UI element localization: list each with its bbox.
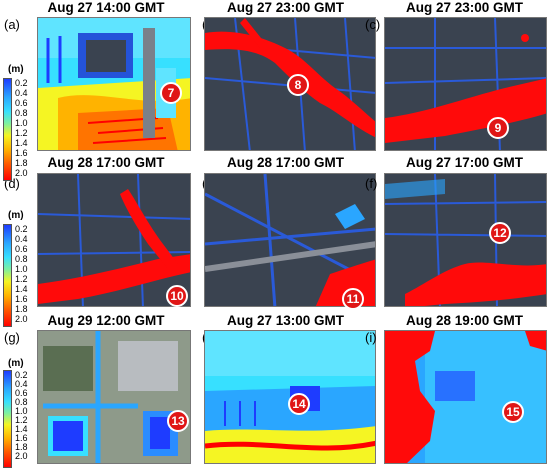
flood-map-e — [204, 173, 376, 307]
panel-title: Aug 28 17:00 GMT — [47, 155, 165, 170]
panel-title: Aug 27 23:00 GMT — [405, 0, 524, 15]
colorbar-tick: 1.2 — [15, 128, 28, 138]
colorbar-tick: 1.8 — [15, 304, 28, 314]
colorbar-tick: 0.4 — [15, 234, 28, 244]
colorbar-unit: (m) — [8, 210, 24, 221]
colorbar: (m) 0.2 0.4 0.6 0.8 1.0 1.2 1.4 1.6 1.8 … — [3, 358, 37, 468]
colorbar-tick: 1.0 — [15, 118, 28, 128]
panel-f: Aug 27 17:00 GMT (f) 12 — [365, 155, 550, 313]
panel-title: Aug 28 19:00 GMT — [405, 313, 524, 328]
location-marker: 9 — [487, 117, 509, 139]
panel-label: (f) — [365, 176, 378, 191]
flood-map-h — [204, 330, 376, 464]
panel-i: Aug 28 19:00 GMT (i) 15 — [365, 313, 550, 468]
colorbar-tick: 0.2 — [15, 370, 28, 380]
colorbar-tick: 1.6 — [15, 148, 28, 158]
colorbar-tick: 1.0 — [15, 264, 28, 274]
panel-label: (g) — [4, 330, 20, 345]
flood-map-d — [37, 173, 191, 307]
panel-title: Aug 27 14:00 GMT — [47, 0, 165, 15]
colorbar-tick: 1.2 — [15, 415, 28, 425]
colorbar-unit: (m) — [8, 64, 24, 75]
colorbar-tick: 0.6 — [15, 388, 28, 398]
location-marker: 15 — [502, 401, 524, 423]
colorbar-gradient — [3, 224, 12, 327]
colorbar-tick: 2.0 — [15, 451, 28, 461]
colorbar-tick: 0.8 — [15, 397, 28, 407]
colorbar-tick: 1.6 — [15, 294, 28, 304]
colorbar-tick: 1.8 — [15, 158, 28, 168]
colorbar: (m) 0.2 0.4 0.6 0.8 1.0 1.2 1.4 1.6 1.8 … — [3, 64, 37, 194]
flood-map-f — [384, 173, 547, 307]
panel-title: Aug 27 23:00 GMT — [226, 0, 345, 15]
panel-h: Aug 27 13:00 GMT (h) 14 — [192, 313, 379, 468]
colorbar-gradient — [3, 370, 12, 468]
location-marker: 12 — [489, 222, 511, 244]
colorbar-tick: 2.0 — [15, 168, 28, 178]
panel-c: Aug 27 23:00 GMT (c) 9 — [365, 0, 550, 155]
colorbar-tick: 0.2 — [15, 78, 28, 88]
panel-e: Aug 28 17:00 GMT (e) 11 — [192, 155, 379, 313]
colorbar-tick: 2.0 — [15, 314, 28, 324]
colorbar-unit: (m) — [8, 358, 24, 369]
flood-map-c — [384, 17, 547, 151]
colorbar-tick: 1.0 — [15, 406, 28, 416]
colorbar-tick: 0.8 — [15, 254, 28, 264]
flood-map-i — [384, 330, 547, 464]
colorbar-tick: 0.8 — [15, 108, 28, 118]
colorbar-tick: 0.6 — [15, 244, 28, 254]
colorbar-tick: 1.6 — [15, 433, 28, 443]
colorbar-gradient — [3, 78, 12, 181]
colorbar-tick: 0.6 — [15, 98, 28, 108]
panel-b: Aug 27 23:00 GMT (b) 8 — [192, 0, 379, 155]
location-marker: 10 — [166, 285, 188, 307]
panel-d: Aug 28 17:00 GMT (d) 10 — [0, 155, 192, 313]
colorbar-tick: 1.8 — [15, 442, 28, 452]
flood-map-a — [37, 17, 191, 151]
location-marker: 14 — [288, 393, 310, 415]
panel-title: Aug 28 17:00 GMT — [226, 155, 345, 170]
location-marker: 13 — [167, 410, 189, 432]
panel-label: (c) — [365, 17, 381, 32]
panel-title: Aug 27 13:00 GMT — [226, 313, 345, 328]
panel-title: Aug 29 12:00 GMT — [47, 313, 165, 328]
panel-label: (i) — [365, 330, 377, 345]
colorbar-tick: 1.2 — [15, 274, 28, 284]
panel-title: Aug 27 17:00 GMT — [405, 155, 524, 170]
location-marker: 7 — [160, 82, 182, 104]
colorbar-tick: 0.4 — [15, 379, 28, 389]
panel-label: (a) — [4, 17, 20, 32]
location-marker: 11 — [342, 288, 364, 310]
colorbar-tick: 0.4 — [15, 88, 28, 98]
location-marker: 8 — [287, 74, 309, 96]
flood-map-g — [37, 330, 191, 464]
colorbar-tick: 1.4 — [15, 284, 28, 294]
colorbar: (m) 0.2 0.4 0.6 0.8 1.0 1.2 1.4 1.6 1.8 … — [3, 210, 37, 340]
panel-g: Aug 29 12:00 GMT (g) 13 — [0, 313, 192, 468]
colorbar-tick: 1.4 — [15, 138, 28, 148]
colorbar-tick: 1.4 — [15, 424, 28, 434]
colorbar-tick: 0.2 — [15, 224, 28, 234]
panel-a: Aug 27 14:00 GMT (a) 7 — [0, 0, 192, 155]
